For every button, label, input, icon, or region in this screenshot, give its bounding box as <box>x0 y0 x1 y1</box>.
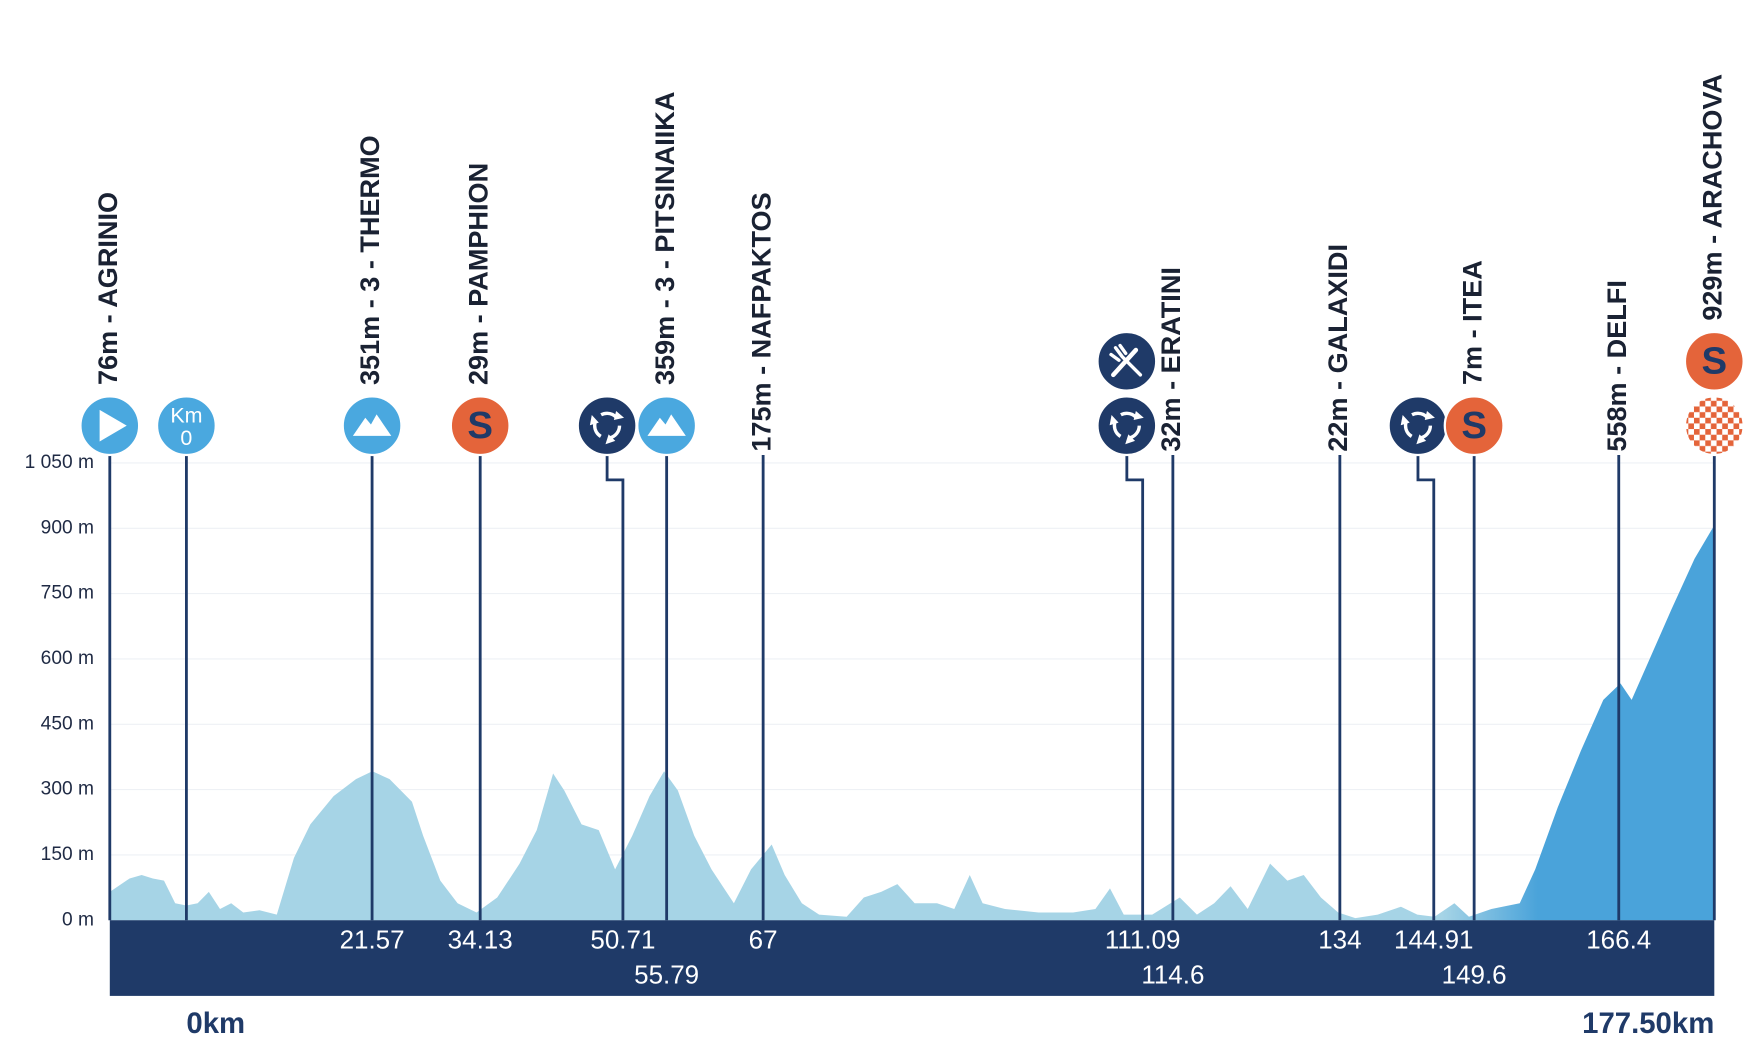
waypoint-line <box>1125 455 1145 921</box>
waypoint-label: 175m - NAFPAKTOS <box>745 192 776 451</box>
icon-mountain <box>341 395 403 457</box>
waypoint-label: 29m - PAMPHION <box>462 163 493 385</box>
icon-start <box>79 395 141 457</box>
waypoint-label: 76m - AGRINIO <box>92 192 123 385</box>
km-label: 134 <box>1318 925 1361 955</box>
km-label: 34.13 <box>448 925 513 955</box>
icon-text: S <box>1461 404 1487 447</box>
y-tick-label: 750 m <box>41 583 94 604</box>
km-label: 144.91 <box>1394 925 1473 955</box>
icon-mountain <box>636 395 698 457</box>
icon-waste <box>576 395 638 457</box>
icon-text: Km <box>170 403 202 427</box>
km-label: 166.4 <box>1586 925 1651 955</box>
x-tick-label: 177.50km <box>1582 1007 1714 1040</box>
waypoint-label: 7m - ITEA <box>1456 260 1487 385</box>
y-tick-label: 150 m <box>41 844 94 865</box>
icon-text: 0 <box>180 426 192 450</box>
x-tick-label: 0km <box>186 1007 245 1040</box>
icon-sprint: S <box>1683 330 1745 392</box>
icon-text: S <box>467 404 493 447</box>
y-tick-label: 600 m <box>41 648 94 669</box>
y-tick-label: 0 m <box>62 909 94 930</box>
waypoint-label: 929m - ARACHOVA <box>1696 74 1727 321</box>
km-label: 114.6 <box>1141 960 1204 990</box>
waypoint-line <box>1416 455 1436 921</box>
icon-sprint: S <box>1443 395 1505 457</box>
icon-text: S <box>1701 340 1727 383</box>
km-band <box>109 920 1715 996</box>
y-tick-label: 300 m <box>41 779 94 800</box>
y-tick-label: 1 050 m <box>25 452 94 473</box>
waypoint-label: 359m - 3 - PITSINAIIKA <box>649 92 680 385</box>
icon-waste <box>1096 395 1158 457</box>
waypoint-line <box>605 455 625 921</box>
waypoint-label: 32m - ERATINI <box>1155 267 1186 452</box>
km-label: 55.79 <box>634 960 699 990</box>
icon-waste <box>1387 395 1449 457</box>
waypoint-label: 351m - 3 - THERMO <box>354 135 385 385</box>
km-label: 111.09 <box>1105 925 1181 955</box>
y-tick-label: 900 m <box>41 517 94 538</box>
icon-sprint: S <box>449 395 511 457</box>
elevation-area <box>109 525 1715 921</box>
km-label: 67 <box>749 925 778 955</box>
y-tick-label: 450 m <box>41 713 94 734</box>
km-label: 149.6 <box>1442 960 1507 990</box>
icon-km-zero: Km0 <box>155 395 217 457</box>
km-label: 21.57 <box>340 925 405 955</box>
km-label: 50.71 <box>590 925 655 955</box>
icon-feed <box>1096 330 1158 392</box>
icon-finish <box>1683 395 1745 457</box>
waypoint-label: 558m - DELFI <box>1601 280 1632 452</box>
waypoint-label: 22m - GALAXIDI <box>1322 244 1353 452</box>
